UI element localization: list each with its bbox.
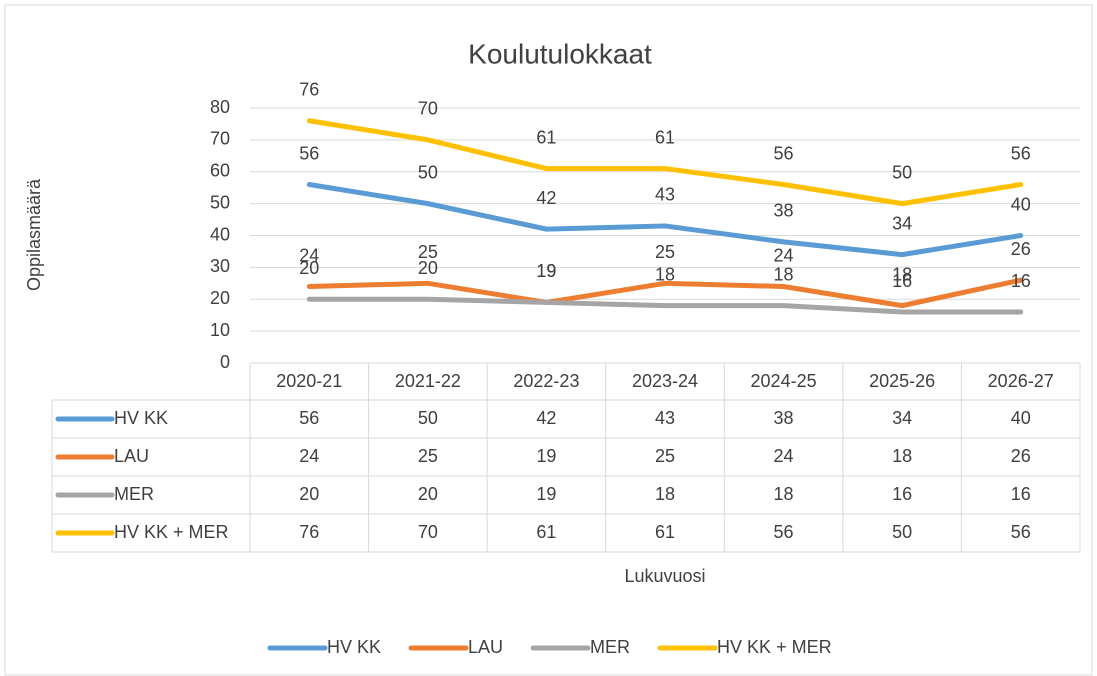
legend-label: HV KK + MER [717,637,832,657]
data-label: 61 [536,127,556,147]
table-value: 20 [299,484,319,504]
chart-title: Koulutulokkaat [468,38,652,69]
data-label: 56 [1011,143,1031,163]
data-label: 34 [892,213,912,233]
x-tick-label: 2021-22 [395,371,461,391]
table-value: 25 [418,446,438,466]
data-label: 50 [892,162,912,182]
table-value: 18 [892,446,912,466]
table-value: 34 [892,408,912,428]
y-tick-label: 10 [210,320,230,340]
y-tick-label: 30 [210,256,230,276]
table-value: 16 [892,484,912,504]
series-line [306,277,1024,309]
x-tick-label: 2026-27 [988,371,1054,391]
table-value: 24 [299,446,319,466]
table-value: 50 [418,408,438,428]
y-tick-label: 60 [210,161,230,181]
table-series-name: HV KK [114,408,168,428]
series-line [306,118,1024,207]
y-tick-label: 50 [210,192,230,212]
data-label: 20 [418,258,438,278]
data-label: 50 [418,162,438,182]
table-value: 61 [536,522,556,542]
table-value: 76 [299,522,319,542]
y-tick-label: 40 [210,224,230,244]
table-series-name: MER [114,484,154,504]
table-value: 42 [536,408,556,428]
legend-label: HV KK [327,637,381,657]
data-label: 38 [774,201,794,221]
data-label: 56 [774,143,794,163]
data-label: 18 [774,264,794,284]
data-label: 61 [655,127,675,147]
y-tick-label: 20 [210,288,230,308]
y-tick-label: 80 [210,97,230,117]
table-value: 61 [655,522,675,542]
y-tick-label: 70 [210,129,230,149]
table-value: 38 [774,408,794,428]
table-value: 18 [774,484,794,504]
data-label: 26 [1011,239,1031,259]
y-axis-title: Oppilasmäärä [24,178,44,291]
data-label: 19 [536,261,556,281]
legend-label: MER [590,637,630,657]
chart-frame [4,4,1093,676]
series-line [306,296,1024,315]
table-value: 20 [418,484,438,504]
data-label: 18 [655,264,675,284]
table-value: 25 [655,446,675,466]
table-value: 70 [418,522,438,542]
data-label: 56 [299,143,319,163]
series-line [306,182,1024,258]
table-value: 18 [655,484,675,504]
legend-label: LAU [468,637,503,657]
data-label: 25 [655,242,675,262]
data-label: 16 [1011,271,1031,291]
data-label: 18 [892,264,912,284]
data-label: 20 [299,258,319,278]
data-label: 19 [536,261,556,281]
data-label: 40 [1011,194,1031,214]
x-tick-label: 2024-25 [751,371,817,391]
table-value: 56 [774,522,794,542]
table-value: 50 [892,522,912,542]
table-series-name: LAU [114,446,149,466]
data-label: 42 [536,188,556,208]
data-label: 24 [299,245,319,265]
data-label: 43 [655,185,675,205]
table-value: 56 [299,408,319,428]
y-tick-label: 0 [220,352,230,372]
x-tick-label: 2020-21 [276,371,342,391]
table-value: 24 [774,446,794,466]
table-value: 19 [536,446,556,466]
table-series-name: HV KK + MER [114,522,229,542]
data-label: 25 [418,242,438,262]
table-value: 16 [1011,484,1031,504]
x-tick-label: 2025-26 [869,371,935,391]
x-tick-label: 2022-23 [513,371,579,391]
table-value: 40 [1011,408,1031,428]
table-value: 19 [536,484,556,504]
data-label: 76 [299,80,319,100]
data-label: 70 [418,99,438,119]
data-label: 24 [774,245,794,265]
data-label: 16 [892,271,912,291]
x-tick-label: 2023-24 [632,371,698,391]
table-value: 26 [1011,446,1031,466]
table-value: 43 [655,408,675,428]
table-value: 56 [1011,522,1031,542]
x-axis-title: Lukuvuosi [624,566,705,586]
